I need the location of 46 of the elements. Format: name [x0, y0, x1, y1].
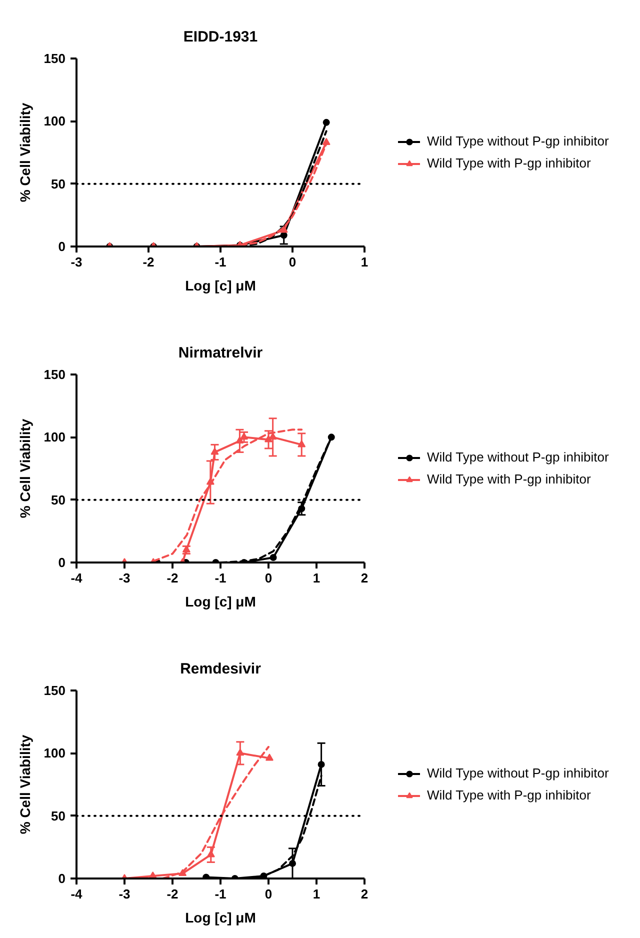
legend-label: Wild Type with P-gp inhibitor: [427, 156, 591, 170]
x-tick-label: -4: [70, 886, 84, 902]
legend-label: Wild Type without P-gp inhibitor: [427, 766, 609, 780]
legend-label: Wild Type with P-gp inhibitor: [427, 788, 591, 802]
x-tick-label: 0: [264, 570, 272, 586]
chart-title: Remdesivir: [180, 660, 262, 678]
x-tick-label: 0: [288, 254, 296, 270]
chart-title: Nirmatrelvir: [178, 344, 263, 362]
x-tick-label: -3: [118, 886, 130, 902]
y-tick-label: 50: [51, 808, 66, 824]
x-tick-label: 0: [264, 886, 272, 902]
y-tick-label: 100: [44, 430, 66, 445]
x-tick-label: 2: [360, 886, 368, 902]
y-tick-label: 150: [44, 683, 66, 698]
x-tick-label: -1: [214, 254, 226, 270]
y-axis-title: % Cell Viability: [16, 102, 33, 202]
y-axis-title: % Cell Viability: [16, 418, 33, 518]
x-tick-label: -1: [214, 570, 226, 586]
x-axis-title: Log [c] μM: [185, 910, 256, 926]
y-tick-label: 50: [51, 492, 66, 508]
y-tick-label: 150: [44, 51, 66, 66]
x-tick-label: -2: [166, 570, 178, 586]
y-tick-label: 0: [58, 239, 66, 254]
x-tick-label: 1: [312, 886, 320, 902]
x-tick-label: -3: [70, 254, 82, 270]
x-tick-label: -1: [214, 886, 226, 902]
x-tick-label: -3: [118, 570, 130, 586]
x-tick-label: -2: [142, 254, 154, 270]
y-tick-label: 0: [58, 555, 66, 570]
x-tick-label: 1: [312, 570, 320, 586]
x-axis-title: Log [c] μM: [185, 278, 256, 294]
x-tick-label: 2: [360, 570, 368, 586]
y-tick-label: 100: [44, 114, 66, 129]
x-tick-label: -2: [166, 886, 178, 902]
chart-title: EIDD-1931: [183, 28, 258, 46]
x-tick-label: -4: [70, 570, 84, 586]
y-tick-label: 150: [44, 367, 66, 382]
legend-label: Wild Type without P-gp inhibitor: [427, 450, 609, 464]
y-tick-label: 100: [44, 746, 66, 761]
y-axis-title: % Cell Viability: [16, 734, 33, 834]
legend-label: Wild Type with P-gp inhibitor: [427, 472, 591, 486]
x-axis-title: Log [c] μM: [185, 594, 256, 610]
y-tick-label: 0: [58, 871, 66, 886]
legend-label: Wild Type without P-gp inhibitor: [427, 134, 609, 148]
y-tick-label: 50: [51, 176, 66, 192]
x-tick-label: 1: [360, 254, 368, 270]
